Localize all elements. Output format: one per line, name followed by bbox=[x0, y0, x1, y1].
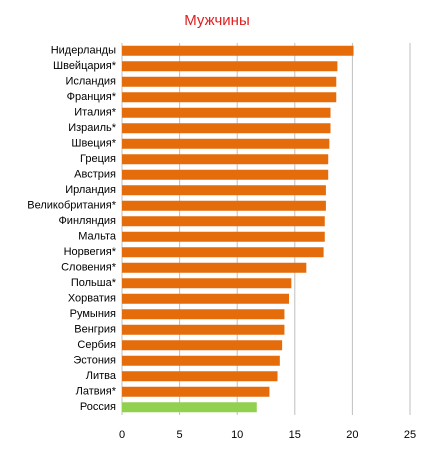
x-tick-label: 0 bbox=[119, 429, 125, 441]
y-tick-label: Исландия bbox=[65, 76, 116, 88]
bar bbox=[122, 371, 278, 382]
y-tick-label: Ирландия bbox=[65, 184, 116, 196]
chart-title: Мужчины bbox=[184, 12, 249, 29]
y-tick-label: Великобритания* bbox=[27, 200, 116, 212]
bar bbox=[122, 278, 292, 289]
bar bbox=[122, 355, 280, 366]
y-tick-label: Швейцария* bbox=[53, 60, 117, 72]
bar bbox=[122, 247, 324, 258]
y-tick-label: Швеция* bbox=[71, 138, 116, 150]
bar bbox=[122, 92, 337, 103]
y-tick-label: Венгрия bbox=[74, 324, 116, 336]
bar bbox=[122, 293, 290, 304]
bar bbox=[122, 61, 338, 72]
bar bbox=[122, 200, 326, 211]
y-tick-label: Мальта bbox=[78, 231, 117, 243]
y-tick-label: Румыния bbox=[70, 308, 116, 320]
y-tick-label: Хорватия bbox=[68, 293, 116, 305]
bar bbox=[122, 169, 329, 180]
y-tick-label: Сербия bbox=[77, 339, 116, 351]
x-tick-label: 15 bbox=[289, 429, 301, 441]
y-tick-label: Финляндия bbox=[58, 215, 116, 227]
x-tick-label: 25 bbox=[404, 429, 416, 441]
bar bbox=[122, 262, 307, 273]
y-tick-label: Греция bbox=[80, 153, 116, 165]
x-tick-label: 5 bbox=[177, 429, 183, 441]
bar bbox=[122, 386, 270, 397]
y-tick-label: Австрия bbox=[74, 169, 116, 181]
y-tick-label: Эстония bbox=[73, 355, 116, 367]
y-tick-label: Латвия* bbox=[76, 386, 117, 398]
y-tick-label: Литва bbox=[86, 370, 117, 382]
y-tick-label: Польша* bbox=[71, 277, 117, 289]
bar bbox=[122, 340, 283, 351]
y-tick-label: Италия* bbox=[74, 107, 116, 119]
bar bbox=[122, 107, 331, 118]
y-tick-label: Франция* bbox=[67, 91, 117, 103]
x-tick-label: 20 bbox=[346, 429, 358, 441]
y-tick-label: Словения* bbox=[61, 262, 117, 274]
x-tick-label: 10 bbox=[231, 429, 243, 441]
y-tick-label: Норвегия* bbox=[64, 246, 117, 258]
bar bbox=[122, 154, 329, 165]
bar bbox=[122, 45, 354, 56]
y-tick-label: Нидерланды bbox=[51, 45, 116, 57]
bar bbox=[122, 123, 331, 134]
y-tick-label: Россия bbox=[80, 401, 116, 413]
bar bbox=[122, 216, 325, 227]
bar bbox=[122, 324, 285, 335]
bar bbox=[122, 185, 326, 196]
bar bbox=[122, 231, 325, 242]
y-tick-label: Израиль* bbox=[68, 122, 116, 134]
bar bbox=[122, 309, 285, 320]
bar bbox=[122, 402, 257, 413]
bar bbox=[122, 76, 337, 87]
bar bbox=[122, 138, 330, 149]
